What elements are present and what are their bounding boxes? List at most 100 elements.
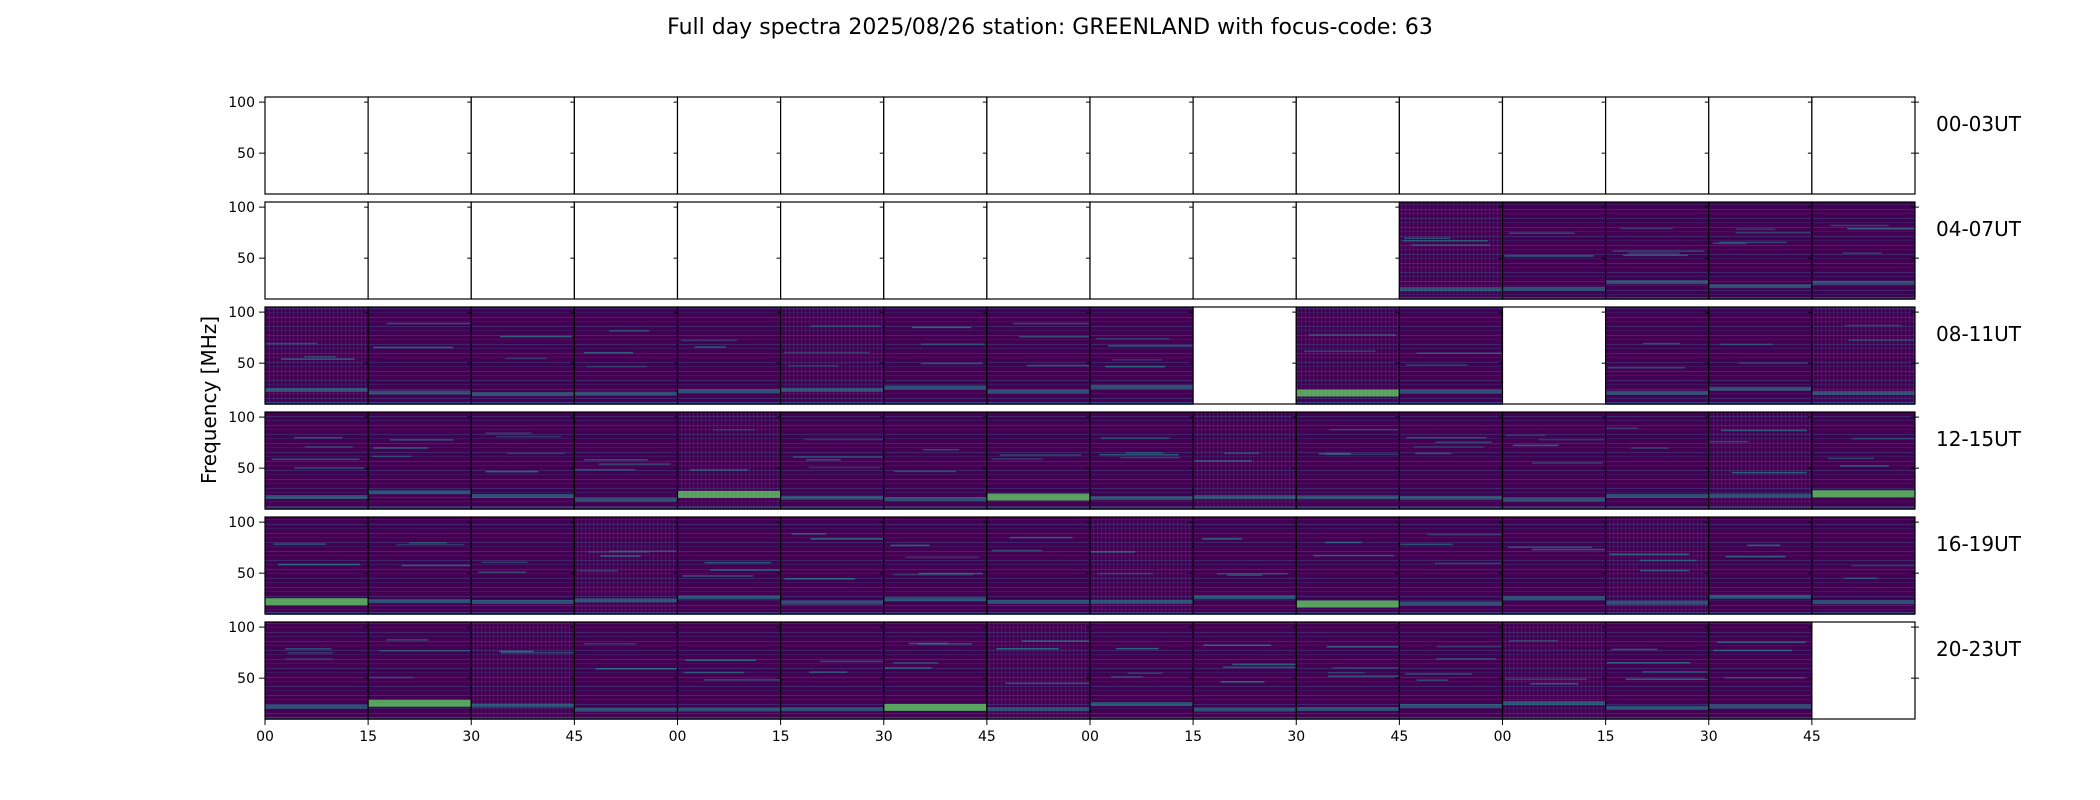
emission-line bbox=[1532, 462, 1603, 464]
emission-line bbox=[1222, 666, 1297, 668]
spectrum-panel bbox=[1295, 306, 1404, 405]
x-tick-label: 45 bbox=[1390, 729, 1408, 745]
spectrum-panel bbox=[1605, 411, 1713, 510]
spectrum-panel bbox=[264, 306, 373, 405]
low-frequency-band bbox=[1605, 493, 1709, 498]
x-tick-label: 15 bbox=[1184, 729, 1202, 745]
emission-line bbox=[1609, 553, 1689, 556]
emission-line bbox=[371, 455, 412, 458]
low-frequency-band bbox=[883, 597, 987, 602]
empty-panel bbox=[1295, 96, 1404, 195]
emission-line bbox=[401, 564, 472, 567]
low-frequency-band bbox=[677, 389, 781, 394]
spectrum-texture bbox=[1605, 622, 1709, 719]
low-frequency-band bbox=[1296, 389, 1400, 397]
emission-line bbox=[788, 365, 839, 367]
emission-line bbox=[478, 571, 527, 573]
emission-line bbox=[1111, 676, 1143, 678]
spectrum-panel bbox=[264, 621, 373, 720]
emission-line bbox=[1625, 678, 1709, 680]
emission-line bbox=[1203, 644, 1272, 646]
low-frequency-band bbox=[677, 707, 781, 712]
spectrum-panel bbox=[1605, 621, 1713, 720]
emission-line bbox=[791, 533, 827, 535]
empty-panel bbox=[1192, 306, 1301, 405]
emission-line bbox=[991, 458, 1043, 460]
x-tick-label: 15 bbox=[359, 729, 377, 745]
emission-line bbox=[819, 660, 884, 663]
low-frequency-band bbox=[883, 703, 987, 711]
spectrum-texture bbox=[368, 412, 472, 509]
spectrum-texture bbox=[780, 622, 884, 719]
spectrum-texture-vertical bbox=[986, 622, 1090, 719]
low-frequency-band bbox=[1296, 707, 1400, 712]
low-frequency-band bbox=[986, 389, 1090, 394]
spectrum-texture bbox=[986, 307, 1090, 404]
low-frequency-band bbox=[574, 497, 678, 502]
emission-line bbox=[918, 572, 987, 575]
empty-panel bbox=[986, 96, 1094, 195]
row-04-07UT: 100 50 bbox=[228, 200, 1919, 300]
spectrum-texture bbox=[1708, 517, 1812, 614]
emission-line bbox=[1718, 241, 1787, 244]
emission-line bbox=[1096, 337, 1170, 340]
spectrum-panel bbox=[573, 411, 682, 510]
emission-line bbox=[921, 343, 985, 345]
emission-line bbox=[1405, 673, 1473, 675]
emission-line bbox=[792, 456, 883, 458]
spectrum-texture-vertical bbox=[1399, 202, 1503, 299]
panel-background bbox=[1502, 97, 1606, 194]
emission-line bbox=[1642, 342, 1681, 345]
spectrum-panel bbox=[883, 411, 991, 510]
spectrum-panel bbox=[1708, 201, 1816, 300]
low-frequency-band bbox=[883, 497, 987, 502]
emission-line bbox=[1116, 647, 1159, 650]
y-tick-label: 50 bbox=[237, 356, 255, 372]
x-tick-label: 30 bbox=[1700, 729, 1718, 745]
emission-line bbox=[1328, 675, 1400, 677]
emission-line bbox=[584, 459, 648, 461]
emission-line bbox=[598, 463, 671, 465]
emission-line bbox=[1100, 437, 1170, 439]
emission-line bbox=[595, 668, 678, 670]
emission-line bbox=[1411, 244, 1491, 246]
low-frequency-band bbox=[1605, 280, 1709, 285]
emission-line bbox=[890, 544, 930, 547]
emission-line bbox=[920, 362, 987, 365]
empty-panel bbox=[883, 201, 991, 300]
spectrum-panel bbox=[676, 411, 785, 510]
spectrum-texture bbox=[1399, 307, 1503, 404]
emission-line bbox=[1735, 231, 1812, 234]
emission-line bbox=[1111, 359, 1163, 361]
spectrum-panel bbox=[883, 306, 991, 405]
row-12-15UT: 100 50 bbox=[228, 410, 1919, 510]
panel-frame bbox=[1811, 96, 1916, 195]
emission-line bbox=[379, 649, 472, 652]
spectrum-texture bbox=[1296, 517, 1400, 614]
panel-background bbox=[1193, 202, 1297, 299]
panel-frame bbox=[1811, 621, 1916, 720]
spectrum-panel bbox=[676, 306, 785, 405]
emission-line bbox=[922, 448, 960, 451]
emission-line bbox=[1628, 252, 1680, 255]
emission-line bbox=[1720, 343, 1773, 346]
spectrum-panel bbox=[470, 621, 579, 720]
emission-line bbox=[485, 470, 539, 473]
x-tick-label: 45 bbox=[978, 729, 996, 745]
emission-line bbox=[1127, 672, 1163, 674]
panel-background bbox=[368, 202, 472, 299]
emission-line bbox=[304, 356, 336, 358]
low-frequency-band bbox=[1296, 495, 1400, 500]
spectrum-texture bbox=[1502, 202, 1606, 299]
panel-background bbox=[677, 97, 781, 194]
emission-line bbox=[884, 667, 932, 669]
emission-line bbox=[1416, 352, 1503, 354]
low-frequency-band bbox=[1399, 389, 1503, 394]
chart-title: Full day spectra 2025/08/26 station: GRE… bbox=[667, 15, 1433, 40]
low-frequency-band bbox=[1708, 493, 1812, 498]
x-tick-label: 45 bbox=[565, 729, 583, 745]
emission-line bbox=[905, 556, 979, 559]
emission-line bbox=[609, 550, 678, 553]
emission-line bbox=[996, 647, 1059, 650]
